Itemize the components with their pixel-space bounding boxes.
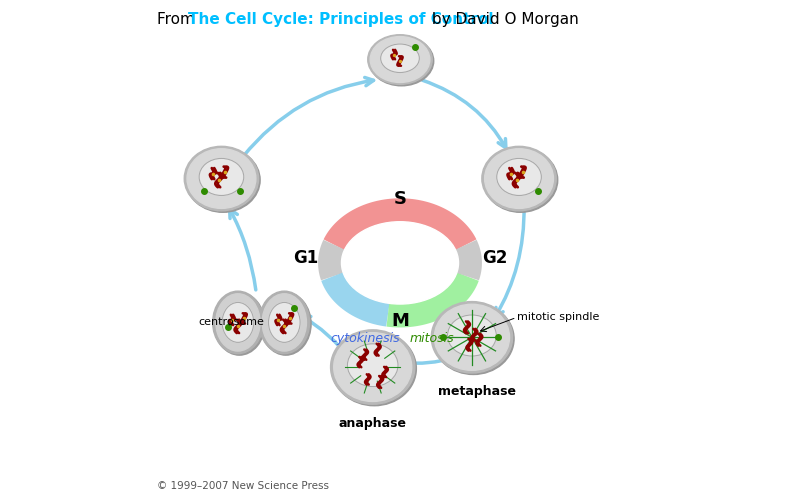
Text: centrosome: centrosome (198, 317, 264, 327)
Ellipse shape (370, 36, 434, 86)
Text: mitosis: mitosis (410, 332, 454, 345)
Ellipse shape (434, 304, 510, 371)
Text: anaphase: anaphase (338, 417, 406, 430)
Ellipse shape (262, 294, 306, 351)
Text: M: M (391, 312, 409, 330)
Text: © 1999–2007 New Science Press: © 1999–2007 New Science Press (157, 481, 329, 491)
Text: mitotic spindle: mitotic spindle (517, 312, 599, 322)
Ellipse shape (431, 302, 513, 373)
Ellipse shape (368, 35, 432, 84)
Ellipse shape (214, 293, 265, 355)
Text: by David O Morgan: by David O Morgan (427, 12, 579, 27)
Ellipse shape (330, 330, 415, 404)
Ellipse shape (347, 344, 398, 386)
Text: metaphase: metaphase (438, 385, 516, 398)
Text: From: From (157, 12, 200, 27)
Ellipse shape (433, 303, 514, 374)
Text: G1: G1 (293, 249, 318, 267)
Text: G2: G2 (482, 249, 507, 267)
Ellipse shape (485, 149, 554, 208)
Ellipse shape (187, 149, 256, 208)
Ellipse shape (199, 158, 244, 195)
Ellipse shape (381, 44, 419, 72)
Ellipse shape (222, 303, 254, 342)
Text: The Cell Cycle: Principles of Control: The Cell Cycle: Principles of Control (188, 12, 494, 27)
Ellipse shape (447, 315, 496, 356)
Ellipse shape (497, 158, 542, 195)
Ellipse shape (213, 291, 263, 354)
Ellipse shape (483, 148, 558, 212)
Ellipse shape (482, 146, 556, 211)
Ellipse shape (259, 291, 310, 354)
Ellipse shape (261, 293, 311, 355)
Text: cytokinesis: cytokinesis (330, 332, 400, 345)
Ellipse shape (184, 146, 258, 211)
Ellipse shape (216, 294, 260, 351)
Ellipse shape (342, 222, 458, 304)
Ellipse shape (269, 303, 300, 342)
Ellipse shape (332, 331, 416, 406)
Ellipse shape (334, 333, 412, 401)
Text: S: S (394, 190, 406, 208)
Ellipse shape (370, 37, 430, 82)
Ellipse shape (186, 148, 260, 212)
